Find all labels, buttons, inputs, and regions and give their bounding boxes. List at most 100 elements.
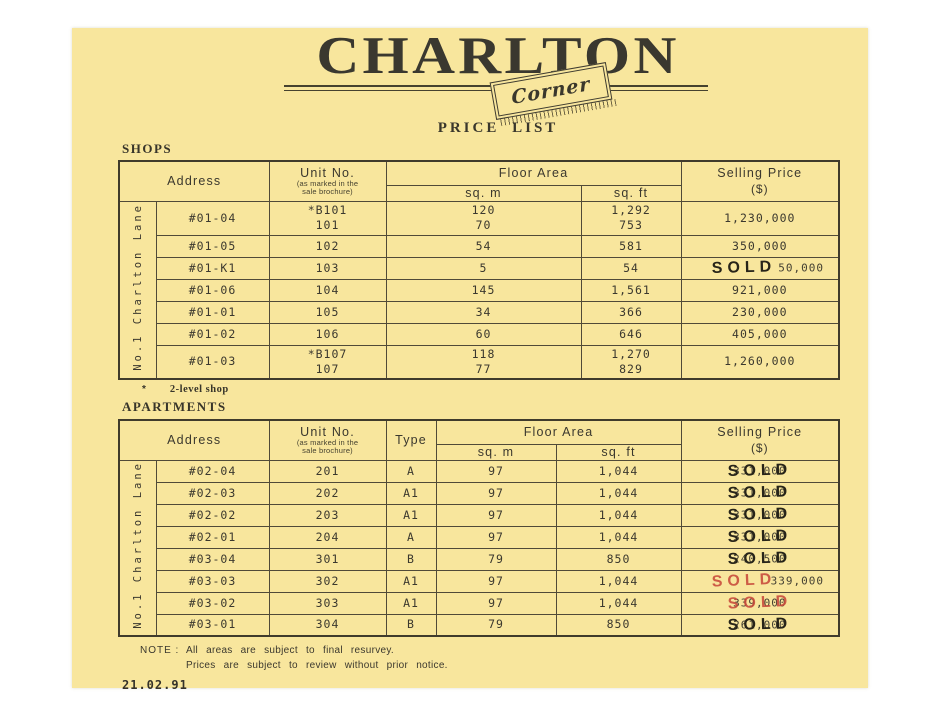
shops-header-sqft: sq. ft [580,184,682,202]
obscured-price-text: 339,000 [733,596,787,610]
apartments-header-floor-area: Floor Area [435,419,682,445]
address-cell: #01-06 [155,278,270,302]
address-group-cell: No.1 Charlton Lane [118,200,157,380]
obscured-price-text: 331,000 [733,508,787,522]
obscured-price-text: 240,500 [733,552,787,566]
sqm-cell: 97 [435,503,557,527]
type-cell: A [385,525,437,549]
price-cell: 50,000 SOLD [680,256,840,280]
unit-cell: 102 [268,234,387,258]
address-cell: #01-04 [155,200,270,236]
table-row: #03-01 304 B 79 850 261,000 SOLD [119,613,840,637]
address-cell: #02-03 [155,481,270,505]
shops-subheader-row: sq. m sq. ft [119,184,839,202]
paper-sheet: CHARLTON Corner PRICE LIST SHOPS Address… [72,28,868,692]
shops-header-floor-area: Floor Area [385,160,682,186]
document-date: 21.02.91 [122,678,188,692]
price-cell: 331,000 SOLD [680,503,840,527]
sqm-cell: 97 [435,459,557,483]
sold-stamp: SOLD [727,549,793,569]
type-cell: A1 [385,481,437,505]
sold-stamp: SOLD [727,461,793,481]
table-row: #01-06 104 145 1,561 921,000 [119,278,840,302]
unit-cell: 201 [268,459,387,483]
table-row: #03-02 303 A1 97 1,044 339,000 SOLD [119,591,840,615]
obscured-price-text: 331,000 [733,464,787,478]
note-label: NOTE : [140,645,180,656]
shops-header-address: Address [118,160,270,202]
table-row: #01-05 102 54 581 350,000 [119,234,840,258]
address-cell: #01-03 [155,344,270,380]
price-header-text: Selling Price [717,425,803,440]
shops-header-sqm: sq. m [385,184,582,202]
sold-stamp: SOLD [711,258,777,278]
price-cell: 331,000 SOLD [680,525,840,549]
table-row: #01-01 105 34 366 230,000 [119,300,840,324]
apartments-header-type: Type [385,419,437,461]
vertical-address-label: No.1 Charlton Lane [131,461,144,630]
price-cell: 1,260,000 [680,344,840,380]
address-cell: #01-02 [155,322,270,346]
price-header-unit: ($) [750,182,769,197]
unit-header-text: Unit No. [300,425,355,440]
sqft-cell: 1,044 [555,481,682,505]
address-cell: #02-01 [155,525,270,549]
type-cell: A1 [385,503,437,527]
note-line-1: All areas are subject to final resurvey. [186,645,395,656]
price-header-unit: ($) [750,441,769,456]
address-group-cell: No.1 Charlton Lane [118,459,157,637]
apartments-header-price: Selling Price ($) [680,419,840,461]
sqm-cell: 60 [385,322,582,346]
sqft-cell: 1,044 [555,459,682,483]
unit-cell: 202 [268,481,387,505]
price-cell: 1,230,000 [680,200,840,236]
unit-header-note1: (as marked in the [296,179,359,189]
sqm-cell: 145 [385,278,582,302]
apartments-table: Address Unit No. (as marked in the sale … [118,419,841,637]
unit-cell: 103 [268,256,387,280]
page-title: PRICE LIST [437,120,559,136]
footnote-asterisk: * [142,384,146,395]
sqm-cell: 97 [435,525,557,549]
sqm-cell: 97 [435,481,557,505]
sqft-cell: 850 [555,547,682,571]
type-cell: A1 [385,591,437,615]
type-cell: A [385,459,437,483]
sqft-cell: 1,044 [555,503,682,527]
sold-stamp: SOLD [727,592,793,613]
sqm-cell: 97 [435,591,557,615]
unit-cell: 304 [268,613,387,637]
shops-header-unit: Unit No. (as marked in the sale brochure… [268,160,387,202]
unit-cell: *B101 101 [268,200,387,236]
sqft-cell: 1,561 [580,278,682,302]
apartments-header-sqm: sq. m [435,443,557,461]
obscured-price-text: 261,000 [733,618,787,632]
sqm-cell: 79 [435,547,557,571]
sqft-cell: 54 [580,256,682,280]
obscured-price-text: 50,000 [778,261,825,275]
sqft-cell: 1,044 [555,591,682,615]
price-cell: 405,000 [680,322,840,346]
address-cell: #01-01 [155,300,270,324]
apartments-header-sqft: sq. ft [555,443,682,461]
apartments-header-unit: Unit No. (as marked in the sale brochure… [268,419,387,461]
unit-cell: 203 [268,503,387,527]
table-row: #01-02 106 60 646 405,000 [119,322,840,346]
sqm-cell: 5 [385,256,582,280]
address-cell: #03-04 [155,547,270,571]
note-line-2: Prices are subject to review without pri… [186,660,448,671]
address-cell: #03-01 [155,613,270,637]
sold-stamp: SOLD [711,570,777,591]
price-cell: 230,000 [680,300,840,324]
obscured-price-text: 339,000 [770,574,825,588]
apartments-header-address: Address [118,419,270,461]
price-header-text: Selling Price [717,166,803,181]
price-cell: 261,000 SOLD [680,613,840,637]
type-cell: B [385,547,437,571]
shops-header-row: Address Unit No. (as marked in the sale … [118,160,840,202]
price-cell: 921,000 [680,278,840,302]
price-cell: 331,000 SOLD [680,481,840,505]
address-cell: #01-05 [155,234,270,258]
sqm-cell: 118 77 [385,344,582,380]
